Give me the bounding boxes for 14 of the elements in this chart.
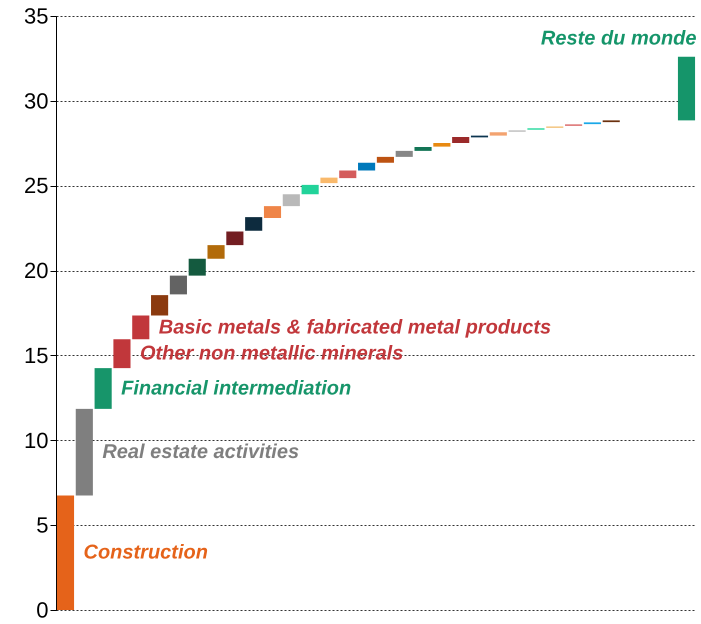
y-tick-label: 5	[36, 512, 48, 538]
y-tick-label: 15	[24, 342, 48, 368]
series-label: Financial intermediation	[121, 378, 352, 400]
y-tick-label: 30	[24, 88, 48, 114]
series-label: Real estate activities	[102, 441, 300, 464]
y-tick-label: 35	[24, 4, 48, 28]
y-tick-label: 20	[24, 258, 48, 284]
series-label: Basic metals & fabricated metal products	[158, 316, 552, 338]
y-tick-label: 0	[36, 598, 48, 622]
series-label: Reste du monde	[540, 28, 696, 50]
series-label: Other non metallic minerals	[140, 342, 404, 365]
series-label: Construction	[84, 542, 208, 564]
y-tick-label: 10	[24, 428, 48, 453]
y-tick-label: 25	[24, 173, 48, 198]
